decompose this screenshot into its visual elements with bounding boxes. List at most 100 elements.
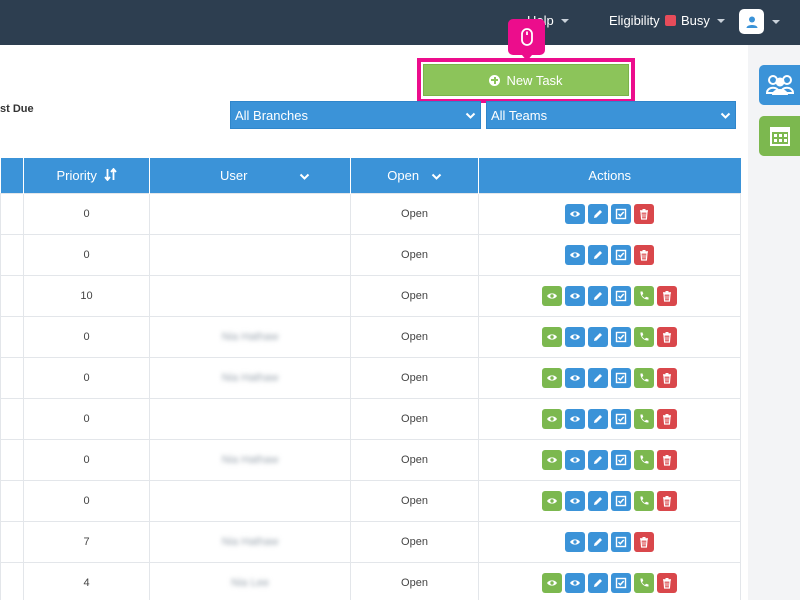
complete-button[interactable] [542,490,562,511]
call-button[interactable] [634,449,654,470]
eligibility-label: Eligibility [609,13,660,28]
view-button[interactable] [565,244,585,265]
call-button[interactable] [634,285,654,306]
column-header-user[interactable]: User [149,158,351,193]
priority-cell: 4 [23,561,150,600]
view-button[interactable] [565,531,585,552]
eye-icon [570,456,580,463]
filter-label: st Due [0,103,34,115]
row-select-cell [0,479,24,522]
eye-icon [570,292,580,299]
call-button[interactable] [634,367,654,388]
complete-button[interactable] [542,367,562,388]
phone-icon [640,414,649,423]
edit-button[interactable] [588,367,608,388]
delete-button[interactable] [657,285,677,306]
actions-cell [478,479,741,522]
mark-done-button[interactable] [611,449,631,470]
team-panel-button[interactable] [759,65,800,105]
edit-button[interactable] [588,449,608,470]
team-select[interactable]: All Teams [486,101,736,129]
edit-button[interactable] [588,490,608,511]
action-buttons [479,572,740,593]
edit-button[interactable] [588,531,608,552]
eye-icon [570,415,580,422]
eye-icon [570,579,580,586]
delete-button[interactable] [657,408,677,429]
calendar-panel-button[interactable] [759,116,800,156]
edit-button[interactable] [588,572,608,593]
delete-button[interactable] [657,367,677,388]
priority-cell: 0 [23,356,150,399]
edit-button[interactable] [588,326,608,347]
tasks-table: Priority User Open Actions 0 Open 0 Open 10 O… [0,158,741,600]
branch-select[interactable]: All Branches [230,101,481,129]
complete-button[interactable] [542,449,562,470]
open-status-cell: Open [350,315,479,358]
complete-button[interactable] [542,572,562,593]
mark-done-button[interactable] [611,285,631,306]
mark-done-button[interactable] [611,572,631,593]
view-button[interactable] [565,572,585,593]
edit-button[interactable] [588,285,608,306]
view-button[interactable] [565,490,585,511]
delete-button[interactable] [657,490,677,511]
delete-button[interactable] [634,203,654,224]
eye-icon [570,497,580,504]
delete-button[interactable] [657,572,677,593]
action-buttons [479,203,740,224]
action-buttons [479,285,740,306]
priority-cell: 0 [23,397,150,440]
new-task-button[interactable]: New Task [423,64,629,96]
user-cell: Nia Hathaw [149,520,351,563]
eye-icon [547,579,557,586]
eye-icon [547,374,557,381]
complete-button[interactable] [542,326,562,347]
view-button[interactable] [565,367,585,388]
mark-done-button[interactable] [611,203,631,224]
mark-done-button[interactable] [611,408,631,429]
action-buttons [479,367,740,388]
call-button[interactable] [634,408,654,429]
row-select-cell [0,233,24,276]
view-button[interactable] [565,408,585,429]
user-name: Nia Hathaw [221,535,279,548]
edit-button[interactable] [588,203,608,224]
actions-cell [478,356,741,399]
top-navbar: Help Eligibility + Busy [0,0,800,45]
chevron-down-icon[interactable] [772,20,780,24]
eligibility-menu[interactable]: Eligibility + [609,13,672,28]
user-avatar-button[interactable] [739,9,764,34]
column-header-priority[interactable]: Priority [23,158,150,193]
open-status-cell: Open [350,479,479,522]
call-button[interactable] [634,326,654,347]
pencil-icon [594,455,602,464]
edit-button[interactable] [588,244,608,265]
mark-done-button[interactable] [611,367,631,388]
busy-status-menu[interactable]: Busy [665,13,725,28]
mark-done-button[interactable] [611,326,631,347]
delete-button[interactable] [634,244,654,265]
mark-done-button[interactable] [611,531,631,552]
row-select-cell [0,192,24,235]
mark-done-button[interactable] [611,244,631,265]
delete-button[interactable] [634,531,654,552]
check-square-icon [615,577,627,588]
delete-button[interactable] [657,326,677,347]
view-button[interactable] [565,449,585,470]
trash-icon [663,372,671,384]
view-button[interactable] [565,326,585,347]
view-button[interactable] [565,285,585,306]
table-row: 0 Nia Hathaw Open [0,438,741,481]
edit-button[interactable] [588,408,608,429]
column-header-open[interactable]: Open [350,158,479,193]
delete-button[interactable] [657,449,677,470]
call-button[interactable] [634,572,654,593]
call-button[interactable] [634,490,654,511]
user-cell [149,274,351,317]
view-button[interactable] [565,203,585,224]
complete-button[interactable] [542,285,562,306]
complete-button[interactable] [542,408,562,429]
eye-icon [570,251,580,258]
mark-done-button[interactable] [611,490,631,511]
